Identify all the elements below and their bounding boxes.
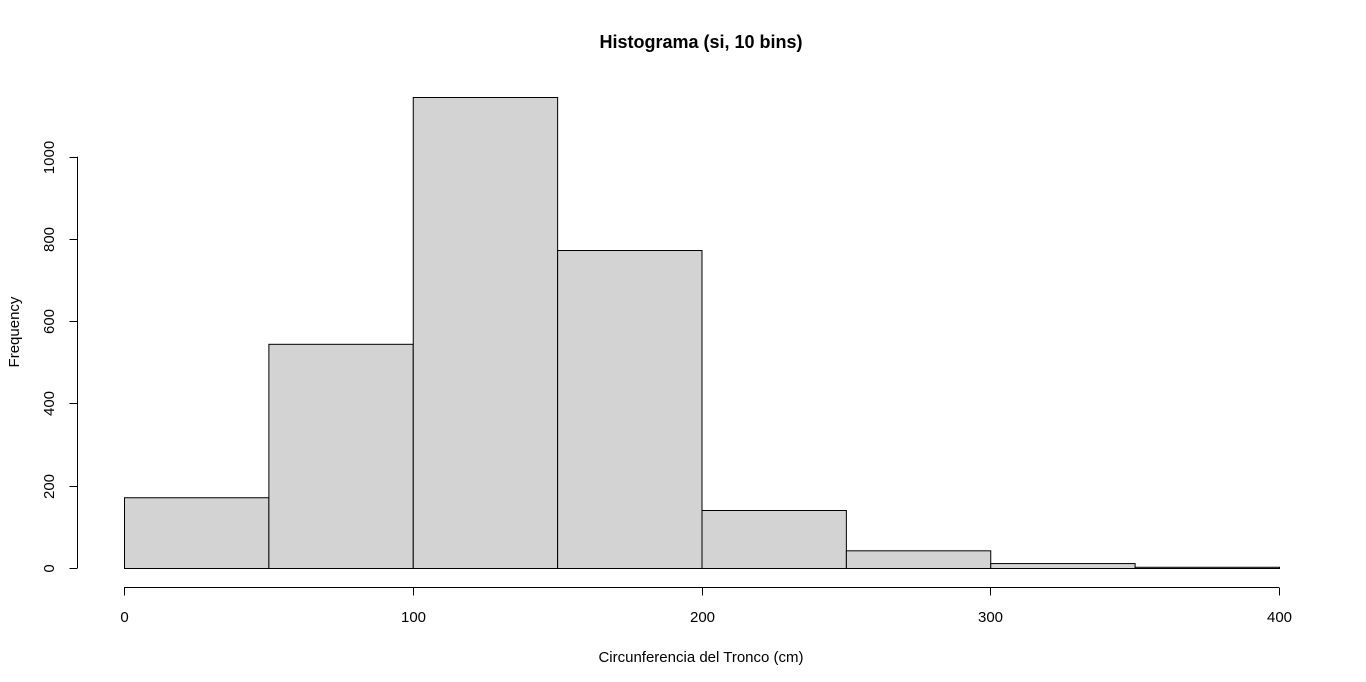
bars-group [124,97,1280,570]
y-tick-label-200: 200 [41,474,58,499]
x-axis: 0 100 200 300 400 [120,587,1292,626]
x-axis-label: Circunferencia del Tronco (cm) [598,649,803,666]
histogram-bar-2 [268,343,414,569]
y-axis-label: Frequency [6,296,23,367]
x-tick-label-0: 0 [120,609,128,626]
y-tick-label-400: 400 [41,391,58,416]
chart-title: Histograma (si, 10 bins) [599,32,802,52]
y-tick-label-800: 800 [41,227,58,252]
x-tick-label-200: 200 [690,609,715,626]
y-tick-label-1000: 1000 [41,141,58,174]
y-axis: 0 200 400 600 800 1000 [41,141,78,573]
histogram-bar-5 [701,509,847,569]
x-tick-label-400: 400 [1267,609,1292,626]
histogram-bar-4 [557,250,703,569]
histogram-bar-7 [990,563,1136,570]
histogram-bar-1 [124,497,270,569]
histogram-bar-3 [412,97,559,569]
y-tick-label-600: 600 [41,309,58,334]
y-tick-label-0: 0 [41,564,58,572]
histogram-bar-8 [1134,566,1280,569]
x-tick-label-100: 100 [401,609,426,626]
histogram-bar-6 [845,550,992,569]
x-tick-label-300: 300 [978,609,1003,626]
